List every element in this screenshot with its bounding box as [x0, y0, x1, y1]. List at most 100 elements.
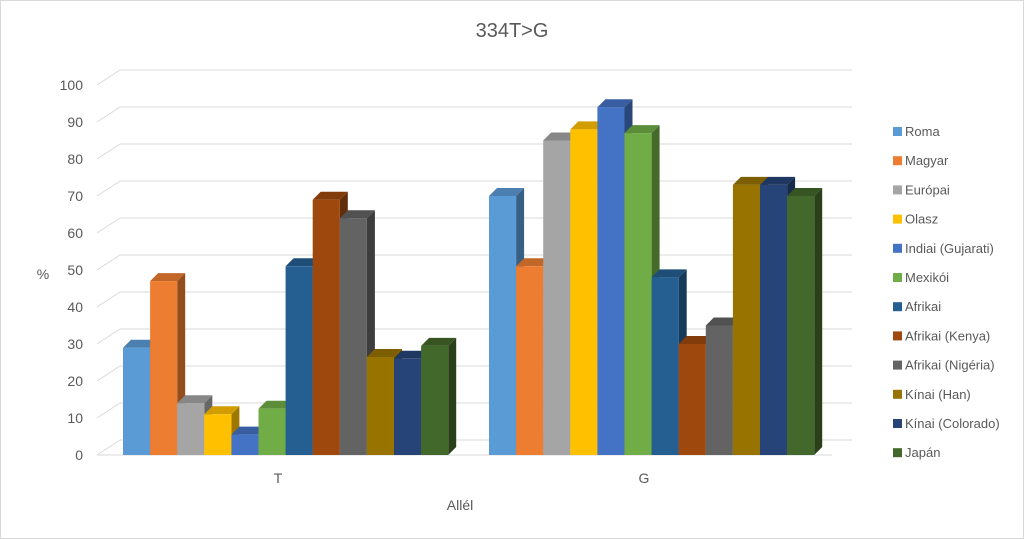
- bar-front: [312, 199, 340, 455]
- y-tick-label: 10: [67, 410, 83, 426]
- bar-front: [231, 434, 259, 455]
- legend-swatch: [893, 448, 902, 458]
- y-tick-label: 40: [67, 299, 83, 315]
- gridline: [96, 69, 121, 86]
- bar-top: [177, 395, 213, 404]
- bar-top: [421, 337, 457, 346]
- legend-label: Afrikai: [905, 299, 941, 314]
- bar-front: [516, 266, 544, 455]
- legend-swatch: [893, 185, 902, 195]
- legend-item: Roma: [893, 124, 940, 139]
- legend-swatch: [893, 389, 902, 399]
- gridline: [96, 217, 121, 234]
- legend-swatch: [893, 360, 902, 370]
- bar-top: [651, 269, 687, 278]
- bar-top: [678, 336, 714, 344]
- bar-front: [258, 408, 286, 455]
- gridline: [96, 143, 121, 160]
- bar-top: [732, 176, 768, 185]
- legend-label: Európai: [905, 182, 950, 197]
- bar-top: [489, 188, 525, 196]
- bar-front: [651, 277, 679, 455]
- gridline: [96, 328, 121, 345]
- bar-side: [448, 337, 457, 455]
- legend-item: Afrikai (Nigéria): [893, 358, 995, 373]
- legend-label: Mexikói: [905, 270, 949, 285]
- bar-front: [624, 133, 652, 455]
- chart-title: 334T>G: [476, 20, 549, 42]
- legend-swatch: [893, 243, 902, 253]
- y-tick-label: 70: [67, 188, 83, 204]
- legend-label: Japán: [905, 445, 940, 460]
- legend-label: Olasz: [905, 212, 938, 227]
- bar-top: [516, 258, 552, 267]
- gridline: [96, 254, 121, 271]
- bar: [150, 273, 186, 455]
- legend-label: Kínai (Colorado): [905, 416, 1000, 431]
- legend-swatch: [893, 331, 902, 341]
- bar-front: [570, 129, 598, 455]
- bar-top: [366, 348, 402, 357]
- y-tick-label: 90: [67, 114, 83, 130]
- bar: [787, 188, 823, 455]
- legend-item: Kínai (Han): [893, 387, 971, 402]
- gridline: [96, 439, 121, 456]
- y-axis-ticks: 0 10 20 30 40 50 60 70 80 90 100: [60, 77, 84, 463]
- legend-label: Afrikai (Nigéria): [905, 358, 995, 373]
- legend-label: Kínai (Han): [905, 387, 971, 402]
- legend-item: Indiai (Gujarati): [893, 241, 994, 256]
- gridline: [96, 402, 121, 419]
- x-tick-label: T: [274, 470, 283, 486]
- bars: [123, 99, 823, 456]
- bar: [489, 188, 525, 455]
- bar-front: [285, 266, 313, 455]
- bar-top: [339, 210, 375, 219]
- y-tick-label: 20: [67, 373, 83, 389]
- bar-top: [231, 426, 267, 435]
- legend-item: Európai: [893, 182, 950, 197]
- legend-swatch: [893, 419, 902, 428]
- legend-label: Magyar: [905, 153, 949, 168]
- bar-front: [597, 107, 625, 455]
- y-tick-label: 0: [75, 447, 83, 463]
- bar-top: [624, 125, 660, 134]
- bar-front: [705, 325, 733, 455]
- bar-top: [312, 191, 348, 200]
- y-tick-label: 60: [67, 225, 83, 241]
- y-tick-label: 80: [67, 151, 83, 167]
- bar-top: [760, 176, 796, 185]
- bar-side: [814, 188, 823, 455]
- bar-front: [543, 140, 571, 455]
- legend: Roma Magyar Európai Olasz Indiai (Gujarati) M…: [893, 124, 1000, 460]
- bar-top: [570, 121, 606, 130]
- bar-front: [760, 184, 788, 455]
- bar-front: [732, 184, 760, 455]
- legend-item: Magyar: [893, 153, 949, 168]
- bar-front: [123, 347, 151, 455]
- legend-label: Afrikai (Kenya): [905, 328, 990, 343]
- legend-swatch: [893, 302, 902, 312]
- bar-top: [258, 400, 294, 409]
- bar-front: [366, 356, 394, 455]
- gridline: [96, 365, 121, 382]
- bar-front: [787, 196, 815, 455]
- bar-front: [421, 345, 449, 455]
- bar-front: [489, 196, 517, 455]
- legend-item: Japán: [893, 445, 940, 460]
- gridline: [96, 180, 121, 197]
- bar-top: [705, 317, 741, 326]
- legend-item: Afrikai: [893, 299, 941, 314]
- x-axis-label: Allél: [447, 497, 473, 513]
- y-tick-label: 30: [67, 336, 83, 352]
- bar-front: [339, 218, 367, 455]
- legend-item: Afrikai (Kenya): [893, 328, 990, 343]
- legend-swatch: [893, 273, 902, 282]
- bar-top: [394, 350, 430, 359]
- bar-top: [150, 273, 186, 282]
- legend-swatch: [893, 214, 902, 224]
- bar-front: [177, 403, 205, 455]
- bar-top: [204, 406, 240, 415]
- bar-front: [204, 414, 232, 455]
